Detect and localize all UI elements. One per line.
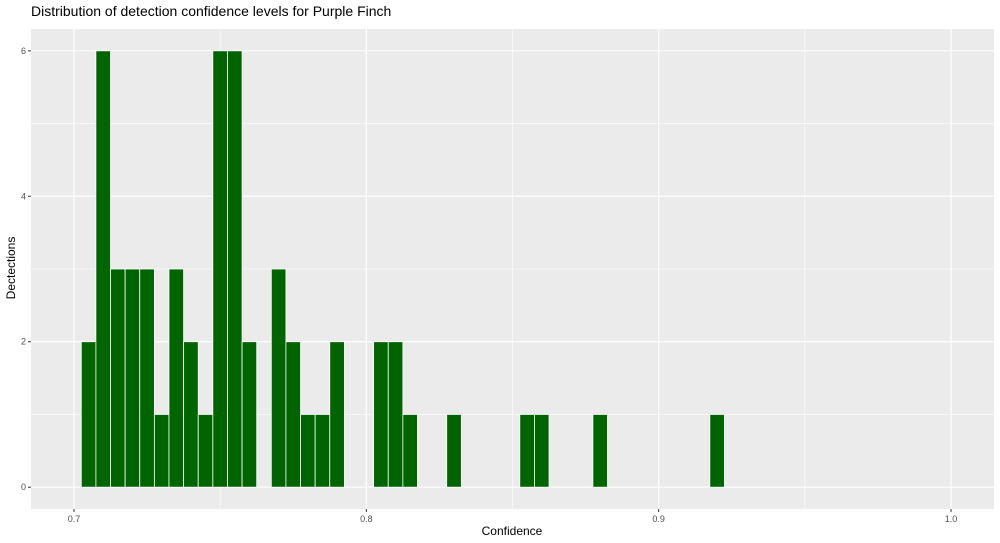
histogram-bar [95,50,111,488]
histogram-bars [80,50,725,488]
histogram-bar [592,414,608,488]
histogram-bar [329,341,345,488]
histogram-bar [402,414,418,488]
x-tick-label: 1.0 [945,514,958,524]
histogram-bar [300,414,316,488]
histogram-bar [153,414,170,488]
histogram-bar [446,414,462,488]
histogram-bar [212,50,228,488]
y-tick-label: 0 [21,482,26,492]
y-axis-ticks: 0 2 4 6 [21,46,31,492]
y-tick-label: 4 [21,191,26,201]
histogram-bar [285,341,301,488]
histogram-bar [183,341,199,488]
x-tick-label: 0.9 [652,514,665,524]
histogram-bar [80,341,97,488]
x-axis-title: Confidence [482,524,543,538]
histogram-bar [387,341,404,488]
histogram-bar [373,341,389,488]
histogram-bar [314,414,331,488]
x-tick-label: 0.8 [360,514,373,524]
histogram-bar [519,414,535,488]
histogram-bar [534,414,550,488]
histogram-bar [124,268,141,488]
histogram-bar [709,414,725,488]
histogram-bar [270,268,287,488]
histogram-bar [139,268,155,488]
y-axis-title: Dectections [4,237,18,300]
histogram-bar [168,268,185,488]
y-tick-label: 6 [21,46,26,56]
histogram-bar [227,50,243,488]
x-tick-label: 0.7 [68,514,81,524]
x-axis-ticks: 0.7 0.8 0.9 1.0 [68,509,958,524]
y-tick-label: 2 [21,337,26,347]
histogram-bar [241,341,258,488]
chart-title: Distribution of detection confidence lev… [31,3,391,19]
histogram-bar [197,414,214,488]
histogram-bar [110,268,126,488]
